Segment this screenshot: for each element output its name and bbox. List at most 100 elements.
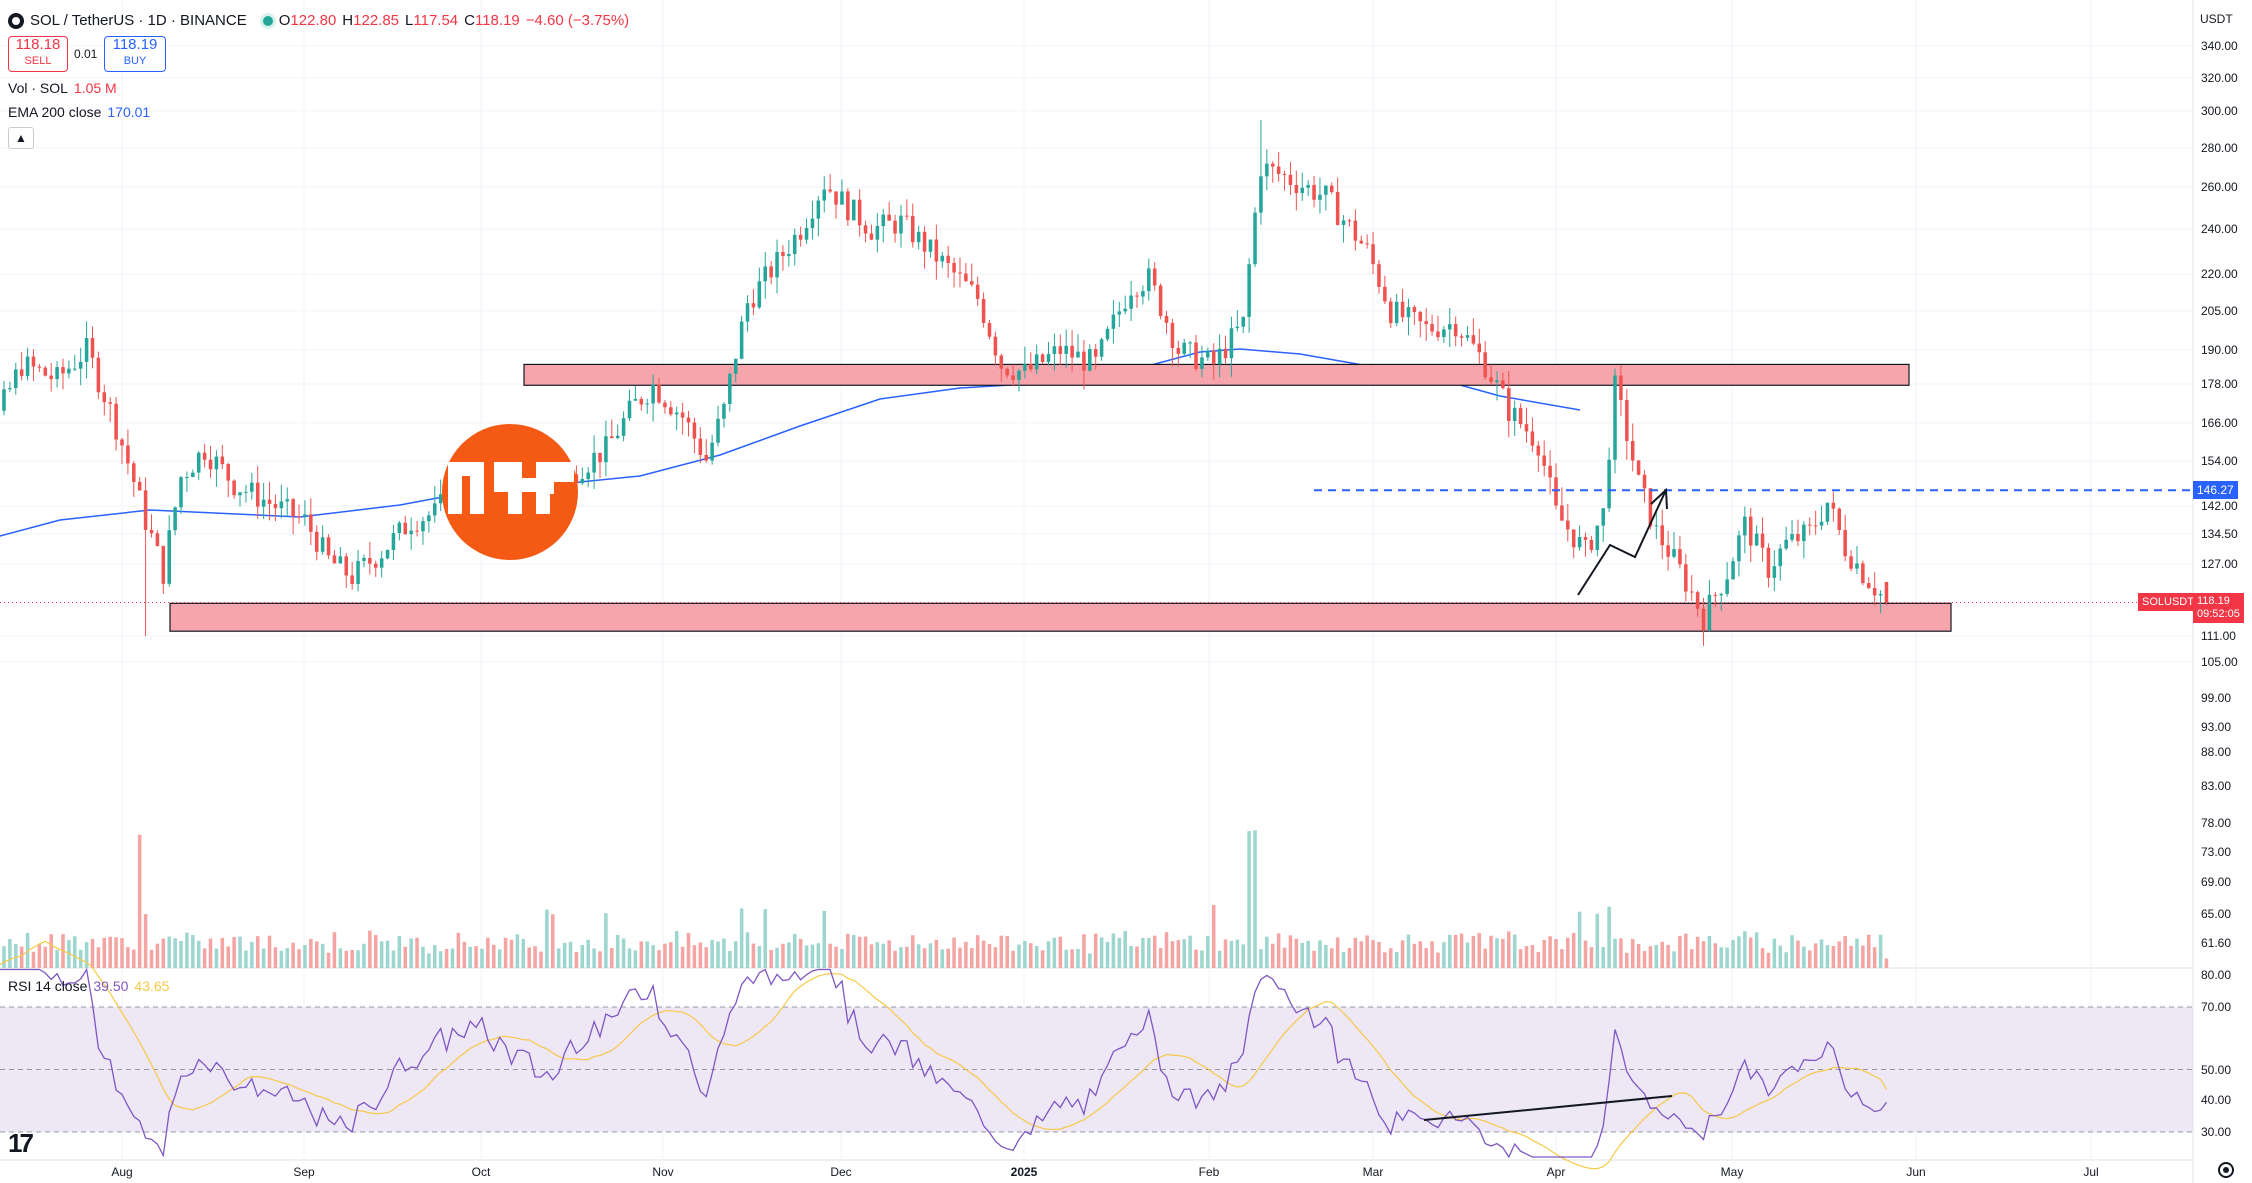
candle (1843, 514, 1847, 562)
candle (427, 511, 431, 533)
volume-bar (556, 948, 561, 968)
volume-bar (55, 949, 59, 968)
symbol-title[interactable]: SOL / TetherUS · 1D · BINANCE (30, 12, 247, 29)
volume-bar (126, 947, 130, 968)
price-tick-label: 134.50 (2201, 527, 2238, 541)
candle (1642, 470, 1647, 503)
candle (1241, 316, 1246, 333)
resistance-zone[interactable] (523, 363, 1910, 386)
gear-icon[interactable] (2218, 1162, 2234, 1178)
volume-bar (1211, 904, 1216, 968)
volume-bar (84, 942, 89, 968)
time-tick-label: Jul (2083, 1165, 2098, 1179)
volume-bar (1147, 938, 1151, 968)
candle (1831, 491, 1836, 522)
candle (238, 491, 242, 507)
volume-bar (781, 943, 785, 968)
drawings[interactable] (0, 487, 2193, 603)
volume-bar (1188, 935, 1192, 968)
volume-bar (521, 938, 526, 968)
ema-legend[interactable]: EMA 200 close 170.01 (8, 104, 156, 120)
rsi-pane[interactable] (0, 940, 2193, 1170)
time-tick-label: 2025 (1011, 1165, 1038, 1179)
candle (1288, 161, 1293, 195)
volume-bar (568, 941, 573, 968)
candle (1684, 553, 1688, 602)
volume-bar (1217, 950, 1222, 968)
volume-bar (202, 948, 207, 968)
volume-bar (1064, 949, 1068, 968)
candle (999, 353, 1004, 382)
price-tick-label: 260.00 (2201, 180, 2238, 194)
volume-bar (798, 938, 803, 968)
volume-bar (1619, 938, 1623, 968)
volume-bar (993, 947, 998, 968)
volume-bar (397, 936, 402, 968)
volume-bar (999, 935, 1004, 968)
buy-button[interactable]: 118.19 BUY (104, 36, 166, 72)
candle (208, 445, 213, 478)
rsi-legend[interactable]: RSI 14 close 39.50 43.65 (8, 978, 175, 994)
candle (1660, 509, 1664, 559)
candle (332, 549, 337, 564)
volume-bar (1672, 951, 1676, 968)
candle (1619, 365, 1623, 417)
volume-bar (285, 948, 290, 968)
currency-label[interactable]: USDT (2200, 12, 2233, 26)
rsi-trendline[interactable] (1423, 1095, 1673, 1121)
volume-bar (503, 937, 508, 968)
candle (167, 515, 171, 587)
candle (1577, 525, 1582, 551)
candle (1300, 172, 1305, 201)
candle (804, 218, 809, 245)
candle (350, 561, 354, 590)
volume-bar (970, 948, 974, 968)
volume-bar (1654, 944, 1659, 968)
candle (834, 191, 838, 219)
volume-bar (1772, 938, 1777, 968)
price-tick-label: 166.00 (2201, 416, 2238, 430)
volume-bar (1766, 952, 1771, 968)
rsi-ma-value: 43.65 (134, 978, 170, 994)
rsi-label: RSI 14 close (8, 978, 88, 994)
candle (651, 374, 655, 422)
volume-bar (1306, 940, 1310, 968)
price-axis[interactable]: 340.00 320.00 300.00 280.00 260.00 240.00 220.… (2192, 0, 2238, 1183)
volume-bar (303, 944, 307, 968)
volume-bar (1542, 940, 1546, 968)
volume-bar (1017, 944, 1021, 968)
candle (1707, 580, 1712, 632)
price-pane[interactable] (0, 119, 2193, 646)
zones[interactable] (169, 363, 1952, 632)
chevron-up-icon[interactable]: ▲ (8, 127, 34, 149)
time-axis[interactable]: Aug Sep Oct Nov Dec 2025 Feb Mar Apr May Jun Jul (111, 1165, 2098, 1179)
sell-price: 118.18 (15, 36, 61, 53)
volume-bar (37, 944, 42, 968)
volume-bar (143, 914, 148, 968)
candle (887, 201, 891, 221)
candle (368, 541, 372, 575)
candle (1595, 525, 1600, 557)
ema-label: EMA 200 close (8, 104, 102, 120)
volume-bar (1796, 940, 1800, 968)
volume-bar (19, 946, 24, 968)
candle (8, 381, 12, 393)
sell-button[interactable]: 118.18 SELL (8, 36, 68, 72)
support-zone[interactable] (169, 602, 1952, 632)
volume-bar (1341, 952, 1346, 968)
volume-legend[interactable]: Vol · SOL 1.05 M (8, 80, 123, 96)
last-price-value: 118.19 (2197, 595, 2230, 607)
time-tick-label: Sep (293, 1165, 315, 1179)
candle (1371, 232, 1375, 275)
candle (1235, 310, 1240, 332)
tradingview-logo-icon[interactable]: 17 (8, 1128, 34, 1158)
candle (1807, 517, 1812, 536)
projection-arrow[interactable] (1577, 489, 1667, 596)
volume-bar (332, 932, 337, 968)
volume-bar (539, 951, 543, 968)
candle (645, 398, 649, 414)
candle (291, 497, 295, 535)
time-tick-label: Dec (830, 1165, 851, 1179)
candle (722, 402, 726, 428)
